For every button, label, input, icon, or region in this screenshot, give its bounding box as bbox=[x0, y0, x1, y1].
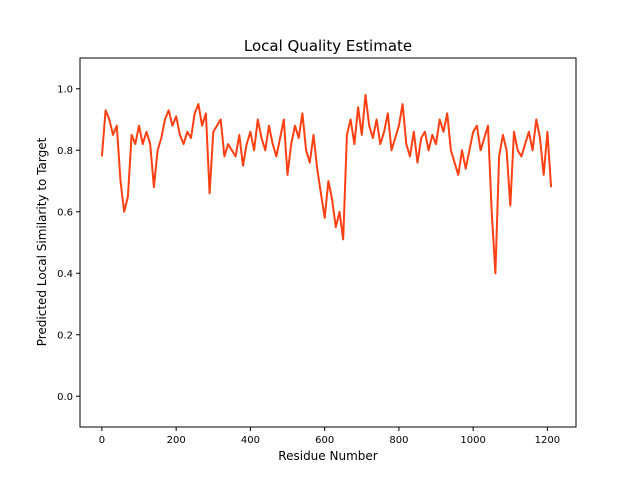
x-tick-label: 400 bbox=[241, 435, 260, 446]
x-tick-label: 1000 bbox=[460, 435, 485, 446]
x-axis-ticks: 0 200 400 600 800 1000 1200 bbox=[99, 427, 560, 446]
y-tick-label: 0.4 bbox=[57, 269, 73, 280]
x-tick-label: 200 bbox=[167, 435, 186, 446]
y-tick-label: 0.0 bbox=[57, 392, 73, 403]
x-tick-label: 600 bbox=[315, 435, 334, 446]
y-tick-label: 0.8 bbox=[57, 146, 73, 157]
series-group bbox=[100, 93, 553, 275]
y-tick-label: 1.0 bbox=[57, 84, 73, 95]
chart-title: Local Quality Estimate bbox=[244, 37, 412, 55]
y-axis-label: Predicted Local Similarity to Target bbox=[35, 137, 49, 346]
x-tick-label: 800 bbox=[389, 435, 408, 446]
x-tick-label: 0 bbox=[99, 435, 105, 446]
x-axis-label: Residue Number bbox=[278, 449, 377, 463]
y-tick-label: 0.6 bbox=[57, 207, 73, 218]
y-axis-ticks: 0.0 0.2 0.4 0.6 0.8 1.0 bbox=[57, 84, 80, 403]
x-tick-label: 1200 bbox=[535, 435, 560, 446]
y-tick-label: 0.2 bbox=[57, 330, 73, 341]
axes-frame bbox=[79, 57, 577, 428]
series-line bbox=[100, 93, 553, 275]
